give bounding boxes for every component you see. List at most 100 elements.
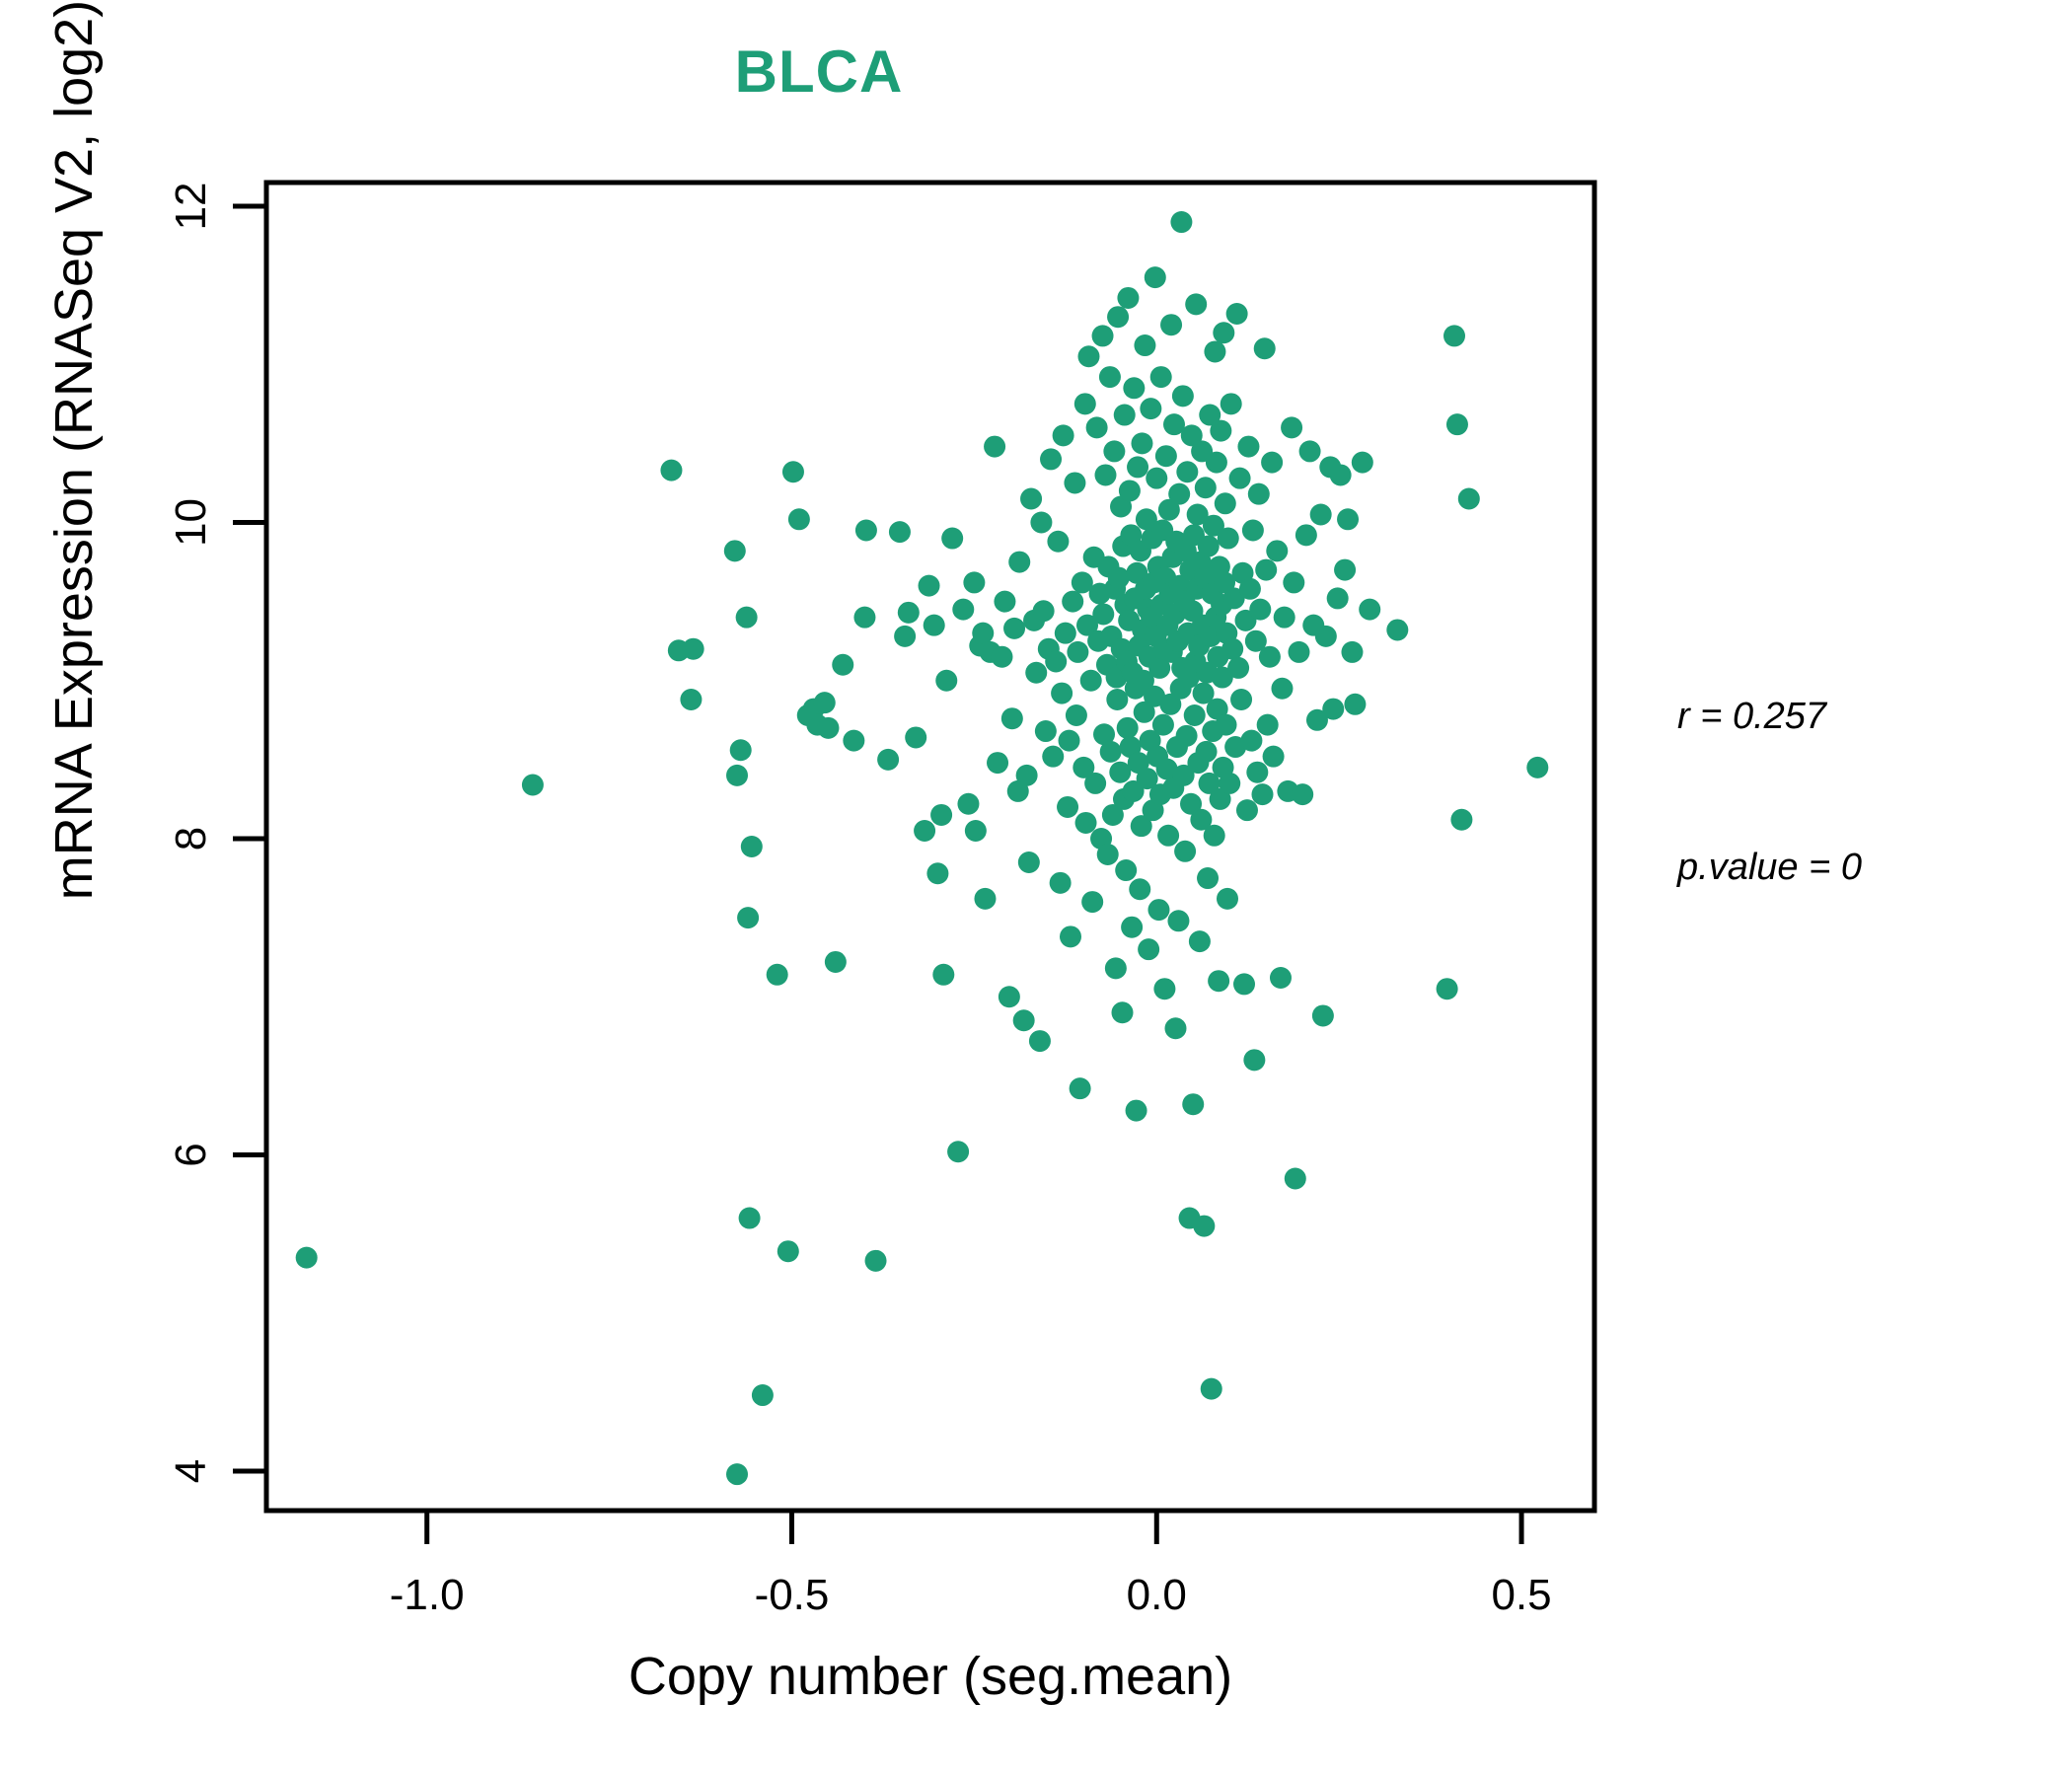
data-point	[957, 792, 980, 815]
data-point	[1269, 967, 1292, 989]
data-point	[1025, 661, 1048, 684]
data-point	[1193, 1215, 1216, 1237]
data-point	[1062, 590, 1084, 613]
data-point	[1180, 424, 1203, 447]
data-point	[1160, 314, 1183, 336]
data-point	[1238, 577, 1261, 600]
data-point	[1104, 957, 1127, 980]
x-tick-label: -0.5	[755, 1571, 830, 1619]
data-point	[1168, 482, 1191, 505]
data-point	[1073, 756, 1095, 778]
data-point	[1076, 614, 1099, 636]
data-point	[1157, 498, 1180, 521]
data-point	[1096, 844, 1119, 866]
data-point	[1106, 688, 1129, 710]
data-point	[1079, 669, 1102, 692]
data-point	[1253, 337, 1276, 360]
data-point	[853, 606, 876, 629]
data-point	[1241, 519, 1264, 542]
data-point	[1273, 606, 1295, 629]
data-point	[1157, 824, 1180, 847]
data-points-layer	[295, 211, 1549, 1486]
data-point	[1172, 764, 1195, 786]
data-point	[1113, 404, 1136, 426]
data-point	[1138, 938, 1160, 961]
data-point	[680, 688, 703, 710]
data-point	[1049, 871, 1072, 894]
data-point	[994, 590, 1016, 613]
data-point	[1309, 503, 1332, 526]
data-point	[1146, 467, 1168, 489]
data-point	[813, 692, 836, 714]
data-point	[1107, 306, 1130, 329]
data-point	[1228, 467, 1251, 489]
data-point	[817, 716, 840, 739]
data-point	[1298, 440, 1321, 463]
data-point	[930, 803, 953, 826]
data-point	[1244, 629, 1267, 652]
data-point	[1129, 878, 1151, 901]
data-point	[824, 950, 847, 973]
data-point	[1116, 716, 1139, 739]
data-point	[1060, 925, 1081, 948]
data-point	[854, 519, 877, 542]
data-point	[751, 1384, 774, 1407]
data-point	[1006, 779, 1029, 802]
data-point	[1214, 571, 1236, 594]
y-tick-label: 12	[167, 183, 215, 231]
data-point	[1000, 707, 1023, 730]
data-point	[1359, 598, 1381, 621]
data-point	[1222, 587, 1245, 610]
data-point	[1233, 973, 1256, 996]
data-point	[1341, 640, 1364, 663]
data-point	[1200, 1377, 1222, 1400]
data-point	[1140, 398, 1162, 420]
data-point	[1249, 598, 1272, 621]
data-point	[1052, 424, 1074, 447]
data-point	[1064, 472, 1086, 494]
data-point	[1322, 698, 1345, 720]
data-point	[1164, 1017, 1187, 1040]
data-point	[1085, 416, 1108, 439]
data-point	[1110, 495, 1133, 518]
data-point	[1107, 566, 1130, 589]
data-point	[1235, 799, 1258, 822]
data-point	[974, 887, 997, 910]
data-point	[1170, 211, 1193, 234]
data-point	[1283, 571, 1305, 594]
data-point	[1135, 508, 1157, 531]
data-point	[1127, 752, 1149, 775]
data-point	[1098, 366, 1121, 389]
data-point	[766, 963, 788, 986]
data-point	[987, 752, 1009, 775]
data-point	[1337, 508, 1360, 531]
data-point	[1015, 764, 1038, 786]
data-point	[295, 1246, 318, 1269]
data-point	[1081, 891, 1104, 914]
data-point	[963, 571, 986, 594]
data-point	[964, 819, 987, 842]
data-point	[1344, 693, 1367, 715]
data-point	[1213, 322, 1235, 344]
data-point	[1192, 682, 1215, 704]
data-point	[1262, 745, 1285, 768]
data-point	[1084, 772, 1107, 794]
data-point	[1174, 840, 1197, 862]
data-point	[1217, 887, 1238, 910]
data-point	[941, 527, 964, 550]
data-point	[984, 435, 1006, 458]
data-point	[1163, 413, 1186, 436]
data-point	[1126, 561, 1148, 584]
data-point	[914, 819, 936, 842]
data-point	[726, 764, 749, 786]
data-point	[1445, 413, 1468, 436]
data-point	[1237, 435, 1260, 458]
data-point	[737, 907, 760, 929]
data-point	[1186, 503, 1209, 526]
data-point	[1311, 1004, 1334, 1027]
data-point	[1195, 740, 1218, 763]
data-point	[1176, 461, 1199, 483]
data-point	[1326, 587, 1349, 610]
data-point	[1185, 293, 1208, 316]
